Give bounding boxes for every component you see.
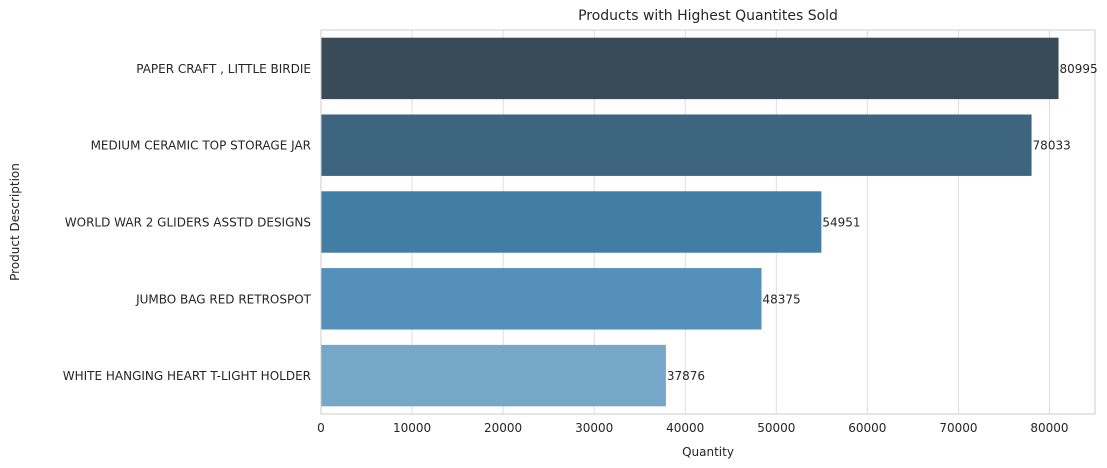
y-tick-labels: PAPER CRAFT , LITTLE BIRDIE MEDIUM CERAMI…: [63, 62, 312, 383]
bar: [321, 37, 1059, 100]
y-tick-label: MEDIUM CERAMIC TOP STORAGE JAR: [91, 139, 311, 153]
x-tick-label: 20000: [484, 421, 522, 435]
bar: [321, 344, 666, 407]
x-tick-labels: 0 10000 20000 30000 40000 50000 60000 70000 8000…: [317, 421, 1068, 435]
data-label: 54951: [822, 216, 860, 230]
bar: [321, 268, 762, 330]
bar: [321, 114, 1032, 176]
x-tick-label: 80000: [1030, 421, 1068, 435]
data-label: 78033: [1033, 139, 1071, 153]
x-tick-label: 70000: [939, 421, 977, 435]
x-tick-label: 40000: [666, 421, 704, 435]
bars-group: [321, 37, 1059, 407]
x-tick-label: 10000: [393, 421, 431, 435]
chart-title: Products with Highest Quantites Sold: [578, 8, 838, 24]
x-tick-label: 60000: [848, 421, 886, 435]
y-tick-label: JUMBO BAG RED RETROSPOT: [135, 292, 312, 306]
y-axis-label: Product Description: [8, 163, 22, 281]
bar: [321, 191, 822, 253]
y-tick-label: WHITE HANGING HEART T-LIGHT HOLDER: [63, 369, 311, 383]
data-label: 80995: [1060, 62, 1098, 76]
x-axis-label: Quantity: [682, 445, 734, 459]
data-label: 37876: [667, 369, 705, 383]
x-tick-label: 30000: [575, 421, 613, 435]
x-tick-label: 50000: [757, 421, 795, 435]
y-tick-label: PAPER CRAFT , LITTLE BIRDIE: [136, 62, 311, 76]
y-tick-label: WORLD WAR 2 GLIDERS ASSTD DESIGNS: [65, 216, 311, 230]
data-label: 48375: [762, 292, 800, 306]
data-labels: 80995 78033 54951 48375 37876: [667, 62, 1098, 383]
x-tick-label: 0: [317, 421, 325, 435]
plot-frame: [320, 29, 1096, 415]
